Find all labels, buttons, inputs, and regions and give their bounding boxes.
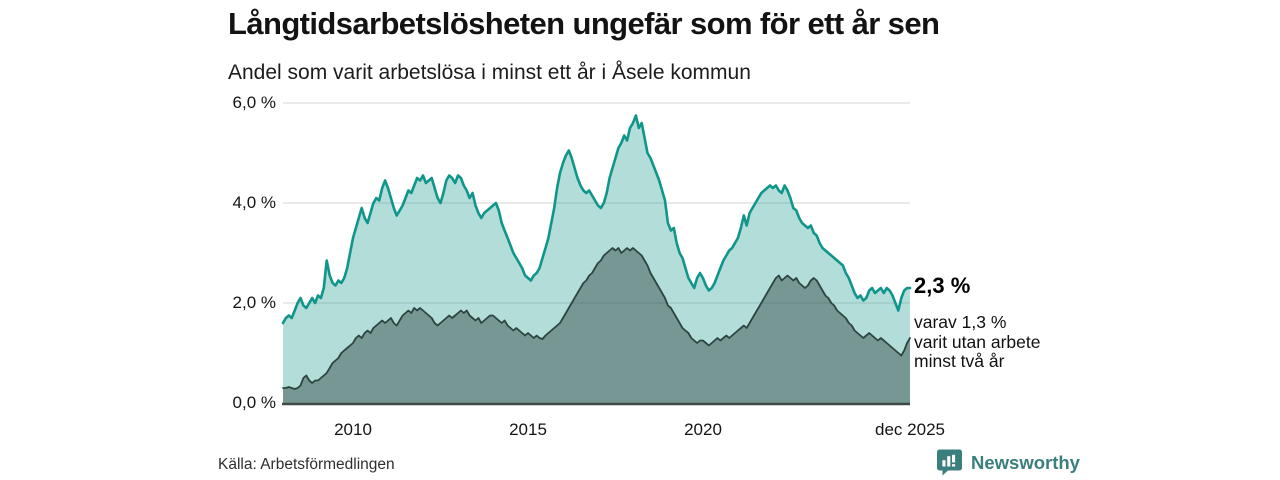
- x-tick-dec-2025: dec 2025: [875, 420, 945, 439]
- end-value-label: 2,3 %: [914, 273, 971, 298]
- x-tick-2010: 2010: [334, 420, 372, 439]
- end-value-detail: varav 1,3 % varit utan arbete minst två …: [914, 312, 1041, 372]
- source-credit: Källa: Arbetsförmedlingen: [218, 456, 395, 473]
- y-tick-4: 4,0 %: [232, 193, 276, 212]
- newsworthy-logo-icon: [937, 449, 962, 476]
- end-value-detail-line1: varav 1,3 %: [914, 312, 1007, 332]
- y-tick-2: 2,0 %: [232, 293, 276, 312]
- x-tick-2015: 2015: [509, 420, 547, 439]
- series-minst-tva-ar-line: [282, 247, 911, 390]
- chart-subtitle: Andel som varit arbetslösa i minst ett å…: [228, 61, 751, 84]
- x-tick-2020: 2020: [684, 420, 722, 439]
- series-minst-ett-ar-area: [283, 115, 910, 403]
- end-value-detail-line3: minst två år: [914, 351, 1005, 371]
- series-minst-ett-ar-line: [281, 114, 912, 325]
- end-value-detail-line2: varit utan arbete: [914, 331, 1041, 352]
- newsworthy-brand-text: Newsworthy: [971, 451, 1080, 473]
- y-tick-6: 6,0 %: [232, 93, 276, 112]
- chart-title: Långtidsarbetslösheten ungefär som för e…: [228, 6, 940, 41]
- series-minst-tva-ar-area: [283, 248, 910, 403]
- y-tick-0: 0,0 %: [232, 393, 276, 412]
- newsworthy-brand-link[interactable]: Newsworthy: [936, 448, 1080, 477]
